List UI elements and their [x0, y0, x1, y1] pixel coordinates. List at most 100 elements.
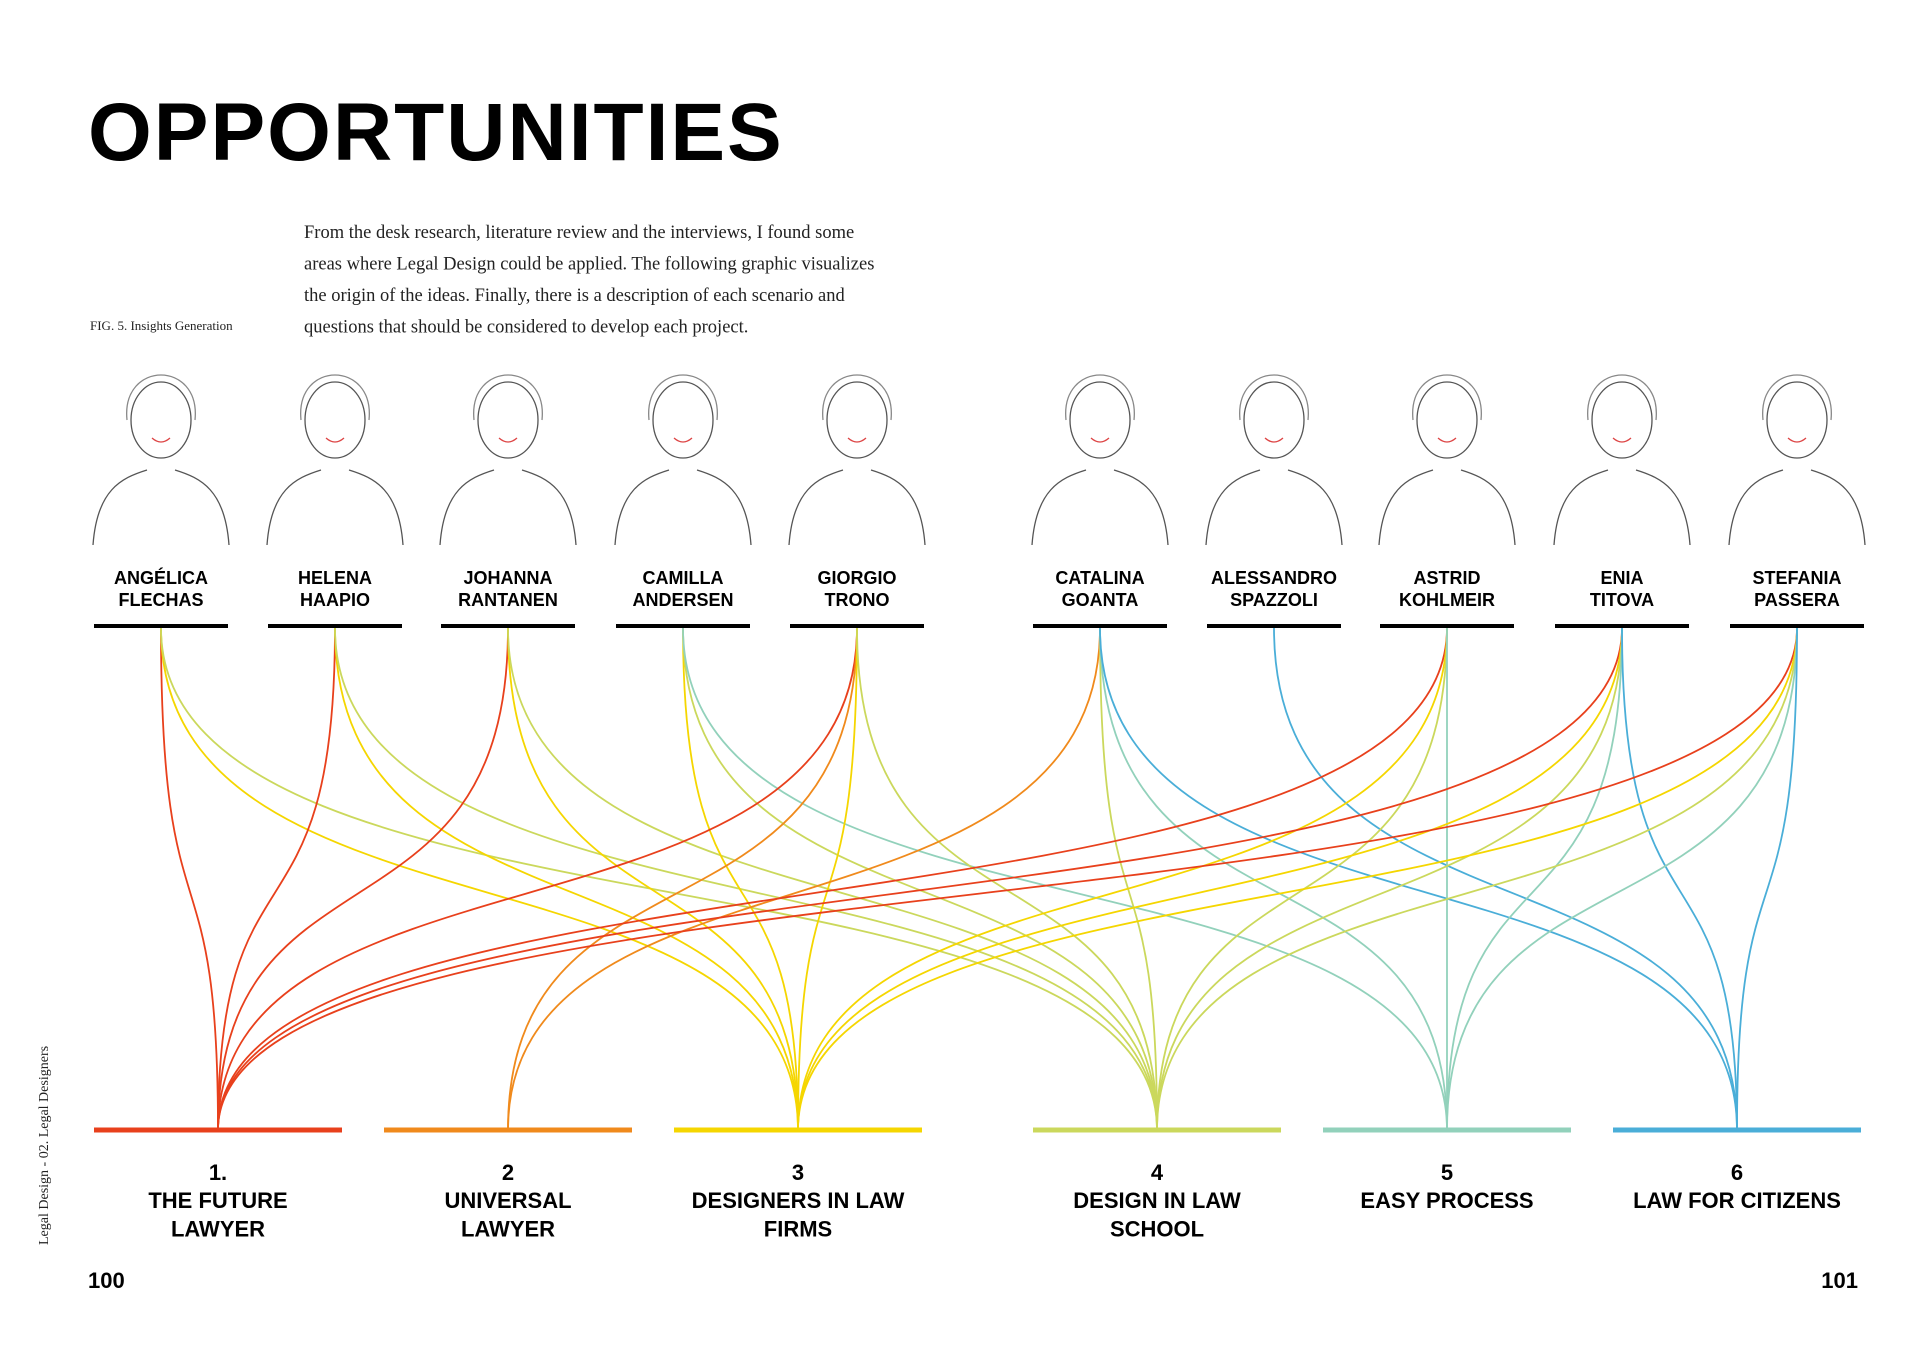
- head: [826, 381, 888, 459]
- shoulders: [266, 469, 404, 546]
- smile: [673, 437, 693, 443]
- person-name: JOHANNA: [463, 568, 552, 588]
- portrait: [1728, 374, 1866, 546]
- opportunity-number: 1.: [209, 1160, 227, 1185]
- connection: [507, 627, 799, 1131]
- head: [130, 381, 192, 459]
- connection: [1156, 627, 1798, 1131]
- connection: [160, 627, 799, 1131]
- connection: [217, 627, 336, 1131]
- person-name: GOANTA: [1062, 590, 1139, 610]
- opportunity-label: DESIGN IN LAW: [1073, 1188, 1241, 1213]
- opportunity-label: DESIGNERS IN LAW: [692, 1188, 905, 1213]
- hair: [648, 374, 718, 421]
- connection: [507, 627, 858, 1131]
- smile: [498, 437, 518, 443]
- portrait: [439, 374, 577, 546]
- shoulders: [614, 469, 752, 546]
- person-name: HELENA: [298, 568, 372, 588]
- intro-line: From the desk research, literature revie…: [304, 223, 854, 243]
- opportunity-label: FIRMS: [764, 1217, 832, 1242]
- opportunity-number: 6: [1731, 1160, 1743, 1185]
- connection: [682, 627, 1448, 1131]
- head: [1766, 381, 1828, 459]
- connection: [1446, 627, 1798, 1131]
- intro-line: the origin of the ideas. Finally, there …: [304, 286, 846, 306]
- person-name: SPAZZOLI: [1230, 590, 1318, 610]
- smile: [1787, 437, 1807, 443]
- intro-line: questions that should be considered to d…: [304, 318, 748, 338]
- shoulders: [1553, 469, 1691, 546]
- opportunity-label: LAWYER: [171, 1217, 265, 1242]
- portrait: [266, 374, 404, 546]
- connection: [682, 627, 1158, 1131]
- connection: [217, 627, 858, 1131]
- person-name: GIORGIO: [817, 568, 896, 588]
- connection: [797, 627, 1448, 1131]
- person-name: TITOVA: [1590, 590, 1654, 610]
- portrait: [92, 374, 230, 546]
- connection: [1099, 627, 1738, 1131]
- connection: [1156, 627, 1623, 1131]
- connection: [160, 627, 219, 1131]
- opportunity-label: SCHOOL: [1110, 1217, 1204, 1242]
- hair: [300, 374, 370, 421]
- connection: [797, 627, 1623, 1131]
- shoulders: [439, 469, 577, 546]
- page-number: 101: [1821, 1268, 1858, 1293]
- person-name: HAAPIO: [300, 590, 370, 610]
- connection: [507, 627, 1158, 1131]
- smile: [1090, 437, 1110, 443]
- connections: [160, 627, 1798, 1131]
- opportunity-number: 2: [502, 1160, 514, 1185]
- person-name: ASTRID: [1414, 568, 1481, 588]
- opportunity-number: 5: [1441, 1160, 1453, 1185]
- person-name: CAMILLA: [643, 568, 724, 588]
- connection: [1156, 627, 1448, 1131]
- head: [652, 381, 714, 459]
- opportunity-label: LAW FOR CITIZENS: [1633, 1188, 1841, 1213]
- shoulders: [1378, 469, 1516, 546]
- hair: [822, 374, 892, 421]
- opportunity-label: THE FUTURE: [148, 1188, 287, 1213]
- smile: [325, 437, 345, 443]
- head: [304, 381, 366, 459]
- smile: [847, 437, 867, 443]
- opportunity-number: 4: [1151, 1160, 1164, 1185]
- portrait: [1378, 374, 1516, 546]
- connection: [160, 627, 1158, 1131]
- head: [1069, 381, 1131, 459]
- connection: [1621, 627, 1738, 1131]
- opportunity-label: LAWYER: [461, 1217, 555, 1242]
- smile: [1437, 437, 1457, 443]
- hair: [1412, 374, 1482, 421]
- connection: [1099, 627, 1158, 1131]
- intro-line: areas where Legal Design could be applie…: [304, 255, 874, 275]
- connection: [1099, 627, 1448, 1131]
- connection: [797, 627, 1798, 1131]
- person-name: ANDERSEN: [632, 590, 733, 610]
- head: [1416, 381, 1478, 459]
- connection: [1273, 627, 1738, 1131]
- person-name: ALESSANDRO: [1211, 568, 1337, 588]
- portrait: [1553, 374, 1691, 546]
- hair: [473, 374, 543, 421]
- person-name: TRONO: [825, 590, 890, 610]
- person-name: RANTANEN: [458, 590, 558, 610]
- shoulders: [1031, 469, 1169, 546]
- person-name: CATALINA: [1055, 568, 1144, 588]
- connection: [1446, 627, 1623, 1131]
- person-name: ENIA: [1600, 568, 1643, 588]
- connection: [217, 627, 1623, 1131]
- smile: [151, 437, 171, 443]
- connection: [217, 627, 509, 1131]
- shoulders: [1728, 469, 1866, 546]
- opportunity-number: 3: [792, 1160, 804, 1185]
- head: [1243, 381, 1305, 459]
- title: OPPORTUNITIES: [88, 87, 784, 178]
- person-name: STEFANIA: [1752, 568, 1841, 588]
- person-name: ANGÉLICA: [114, 567, 208, 588]
- person-name: FLECHAS: [119, 590, 204, 610]
